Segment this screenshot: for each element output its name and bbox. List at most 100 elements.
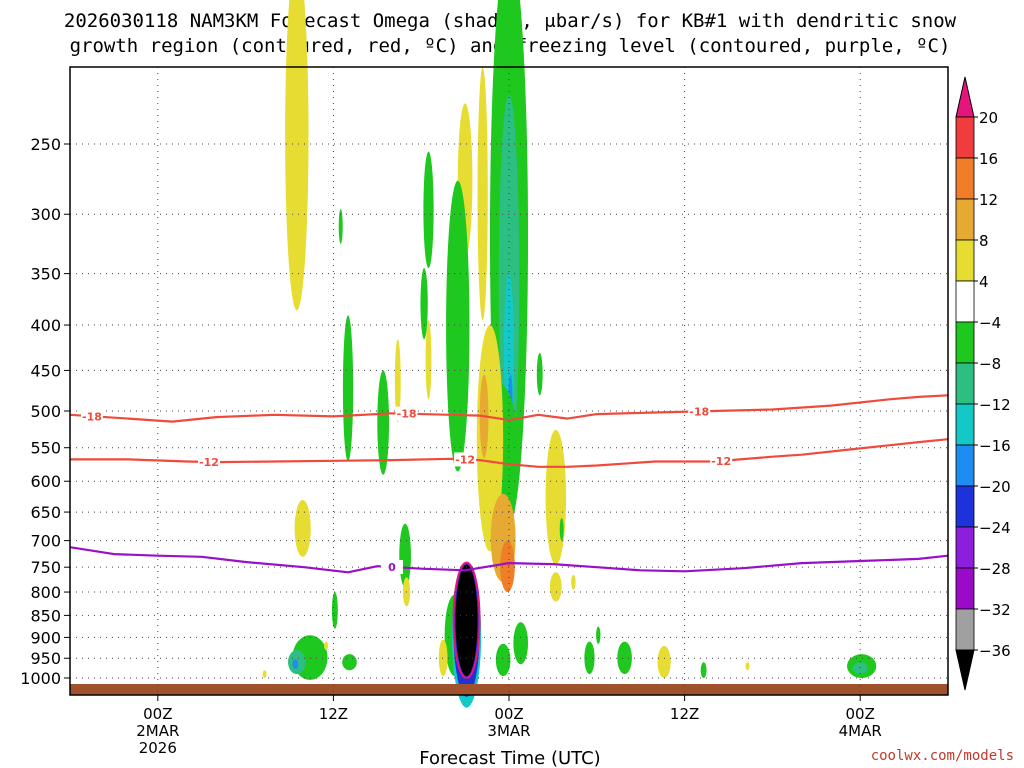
colorbar-label-2: 12	[979, 191, 998, 209]
x-tick-label-54-1: 00Z	[846, 705, 875, 723]
omega-blob-32	[495, 643, 511, 677]
y-tick-label-250: 250	[30, 135, 61, 154]
contour-label-bg-18-1	[395, 406, 418, 421]
colorbar-bin-0	[955, 116, 975, 159]
colorbar-bin-10	[955, 526, 975, 569]
omega-blob-0	[285, 0, 309, 311]
credit-text: coolwx.com/models	[871, 748, 1014, 764]
y-tick-label-350: 350	[30, 265, 61, 284]
omega-blob-19	[559, 517, 564, 541]
omega-blob-42	[584, 641, 595, 675]
colorbar-bin-5	[955, 321, 975, 364]
omega-blob-7	[477, 67, 488, 321]
colorbar-bin-6	[955, 362, 975, 405]
x-tick-label-54-2: 4MAR	[839, 722, 882, 740]
contour-label-18-1: -18	[397, 408, 417, 421]
colorbar-bin-7	[955, 403, 975, 446]
omega-blob-23	[294, 500, 311, 557]
x-tick-label-6-1: 00Z	[143, 705, 172, 723]
colorbar-bin-3	[955, 239, 975, 282]
colorbar: 20 16 12 8 4 −4 −8 −12 −16 −20 −24 −28 −32 −36	[955, 76, 1011, 691]
omega-blob-45	[657, 645, 671, 678]
colorbar-bin-2	[955, 198, 975, 241]
contour-label-12-0: -12	[199, 456, 219, 469]
contour-label-bg-12-1	[454, 452, 477, 467]
omega-blob-44	[617, 641, 632, 675]
colorbar-label-8: −16	[979, 437, 1011, 455]
omega-blob-35	[571, 574, 576, 590]
colorbar-label-4: 4	[979, 273, 989, 291]
y-tick-label-1000: 1000	[20, 669, 61, 688]
colorbar-label-10: −24	[979, 519, 1011, 537]
omega-blob-20	[377, 370, 390, 475]
colorbar-label-11: −28	[979, 560, 1011, 578]
contour-label-bg-12-0	[198, 454, 221, 469]
y-tick-label-400: 400	[30, 316, 61, 335]
omega-blob-28	[438, 639, 448, 677]
colorbar-bin-11	[955, 567, 975, 610]
y-tick-label-700: 700	[30, 532, 61, 551]
colorbar-bin-1	[955, 157, 975, 200]
contour-label-bg-18-2	[688, 404, 711, 419]
y-axis-pressure-ticks: 250 300 350 400 450 500 550 600 650 700 750 800 850 9…	[20, 135, 70, 688]
omega-blob-22	[342, 315, 354, 462]
omega-blob-15	[500, 540, 515, 593]
omega-blob-6	[446, 180, 470, 472]
omega-blob-2	[423, 151, 434, 269]
contour-line-18	[69, 394, 949, 423]
contour-label-12-1: -12	[455, 453, 475, 466]
x-tick-label-42-1: 12Z	[670, 705, 699, 723]
omega-shading	[262, 0, 877, 708]
omega-blob-31	[455, 564, 478, 677]
y-tick-label-500: 500	[30, 402, 61, 421]
colorbar-bin-9	[955, 485, 975, 528]
omega-blob-49	[852, 662, 868, 675]
contour-label-0-0: 0	[388, 561, 396, 574]
omega-blob-40	[324, 641, 329, 651]
contour-label-bg-0-0	[380, 560, 403, 575]
y-tick-label-800: 800	[30, 583, 61, 602]
y-tick-label-550: 550	[30, 439, 61, 458]
colorbar-label-7: −12	[979, 396, 1011, 414]
omega-blob-18	[536, 352, 543, 396]
colorbar-bin-12	[955, 608, 975, 651]
x-tick-label-30-2: 3MAR	[487, 722, 530, 740]
contour-label-bg-18-0	[80, 409, 103, 424]
omega-blob-1	[338, 209, 343, 244]
y-tick-label-450: 450	[30, 361, 61, 380]
y-tick-label-300: 300	[30, 205, 61, 224]
colorbar-label-5: −4	[979, 314, 1001, 332]
contour-label-18-0: -18	[82, 410, 102, 423]
colorbar-label-9: −20	[979, 478, 1011, 496]
colorbar-label-12: −32	[979, 601, 1011, 619]
colorbar-bin-8	[955, 444, 975, 487]
contour-line-0	[69, 546, 949, 574]
omega-blob-25	[399, 523, 411, 588]
omega-blob-4	[420, 268, 428, 340]
omega-blob-46	[700, 662, 707, 678]
omega-blob-47	[745, 662, 750, 671]
colorbar-label-6: −8	[979, 355, 1001, 373]
colorbar-label-13: −36	[979, 642, 1011, 660]
colorbar-label-3: 8	[979, 232, 989, 250]
y-tick-label-950: 950	[30, 649, 61, 668]
y-tick-label-900: 900	[30, 628, 61, 647]
contour-label-12-2: -12	[711, 455, 731, 468]
x-tick-label-6-3: 2026	[139, 739, 177, 757]
omega-blob-38	[292, 659, 299, 670]
colorbar-min-arrow	[955, 649, 975, 691]
contour-line-12	[70, 438, 949, 468]
y-tick-label-650: 650	[30, 503, 61, 522]
omega-blob-3	[425, 320, 432, 400]
omega-blob-33	[513, 622, 529, 665]
x-axis-label: Forecast Time (UTC)	[419, 748, 600, 768]
omega-blob-17	[545, 429, 567, 565]
y-tick-label-600: 600	[30, 472, 61, 491]
x-tick-label-6-2: 2MAR	[136, 722, 179, 740]
colorbar-label-1: 16	[979, 150, 998, 168]
temperature-contours: -18 -18 -18 -12 -12 -12 0	[69, 394, 949, 575]
x-tick-label-18-1: 12Z	[319, 705, 348, 723]
contour-label-18-2: -18	[689, 405, 709, 418]
